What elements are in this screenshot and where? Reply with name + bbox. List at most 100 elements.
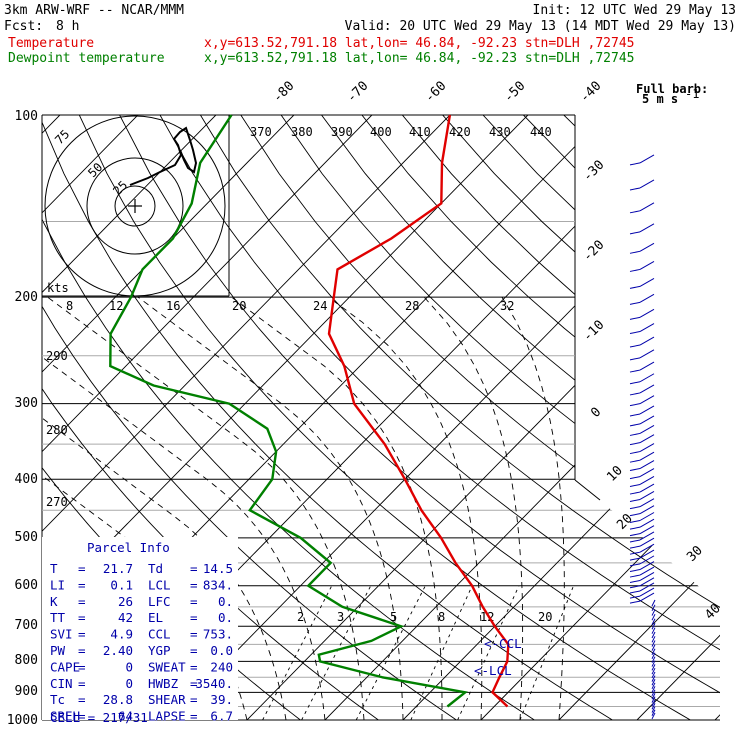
pressure-tick-500: 500	[15, 530, 38, 545]
theta-label-380: 380	[291, 125, 313, 139]
wind-barb-252	[629, 349, 655, 361]
parcel-info-panel: Parcel Info CELL = 217/31 T = 21.7 Td = 14.5 L…	[42, 537, 238, 725]
parcel-row-9-col-4: =	[190, 709, 198, 724]
wind-barb-324	[629, 415, 655, 427]
parcel-row-1-col-1: =	[78, 577, 86, 592]
isotherm--60	[42, 115, 451, 720]
parcel-row-4-col-2: 4.9	[110, 627, 133, 642]
parcel-row-1-col-3: LCL	[148, 577, 171, 592]
wind-barb-696	[651, 618, 656, 626]
dry-adiabat-300	[42, 115, 535, 720]
wind-barb-744	[651, 636, 656, 643]
parcel-row-2-col-3: LFC	[148, 594, 171, 609]
wind-barb-624	[629, 587, 655, 599]
wind-barb-552	[629, 555, 655, 567]
mixing-ratio-labels: 2 3 5 8 12 20	[297, 610, 552, 624]
wind-barb-768	[651, 644, 656, 651]
parcel-row-9-col-2: 64	[118, 709, 133, 724]
barb-legend-label: Full barb:	[636, 82, 708, 96]
moist-adiabat-25	[423, 296, 524, 720]
hodograph-speed-16: 16	[166, 299, 180, 313]
theta-label-410: 410	[409, 125, 431, 139]
parcel-row-0-col-3: Td	[148, 561, 163, 576]
parcel-row-2-col-0: K	[50, 594, 58, 609]
parcel-row-3-col-0: TT	[50, 610, 66, 625]
isotherm-30	[558, 115, 720, 720]
isotherm-label-m40: -40	[577, 79, 604, 106]
parcel-row-2-col-4: =	[190, 594, 198, 609]
wind-barb-396	[629, 468, 655, 480]
wind-barb-432	[629, 491, 655, 502]
dry-adiabat-420	[482, 115, 720, 720]
moist-adiabat-15	[231, 296, 443, 720]
theta-label-270: 270	[46, 495, 68, 509]
wind-barb-540	[629, 549, 655, 561]
dry-adiabat-290	[42, 115, 457, 720]
barb-legend-units: 5 m s	[642, 92, 678, 106]
moist-adiabat-30	[501, 296, 565, 720]
model-title: 3km ARW-WRF -- NCAR/MMM	[4, 3, 184, 18]
hodograph-speed-24: 24	[313, 299, 327, 313]
isotherm-label-m70: -70	[344, 79, 371, 106]
wind-barb-828	[651, 664, 656, 671]
wind-barb-972	[651, 706, 656, 713]
parcel-row-4-col-0: SVI	[50, 627, 73, 642]
wind-barb-876	[651, 678, 656, 686]
pressure-tick-200: 200	[15, 290, 38, 305]
isotherm-label-m30: -30	[580, 158, 607, 185]
isotherm-20	[480, 115, 720, 720]
dry-adiabat-390	[361, 115, 720, 720]
parcel-row-9-col-0: SREH	[50, 709, 80, 724]
wind-barb-456	[629, 505, 655, 517]
parcel-row-0-col-5: 14.5	[203, 561, 233, 576]
parcel-row-7-col-0: CIN	[50, 676, 73, 691]
wind-barb-756	[651, 640, 656, 647]
wind-barb-840	[651, 667, 656, 675]
mixing-ratio-20	[519, 585, 574, 720]
theta-label-440: 440	[530, 125, 552, 139]
moist-adiabat-20	[328, 296, 483, 720]
dry-adiabat-320	[78, 115, 691, 720]
isotherm--50	[42, 115, 529, 720]
fcst-label: Fcst:	[4, 19, 43, 34]
parcel-row-5-col-3: YGP	[148, 643, 171, 658]
parcel-row-8-col-3: SHEAR	[148, 692, 186, 707]
parcel-row-6-col-2: 0	[125, 659, 133, 674]
wind-barb-156	[629, 223, 655, 235]
wind-barb-720	[651, 627, 656, 634]
wind-barb-348	[629, 434, 655, 446]
parcel-row-7-col-2: 0	[125, 676, 133, 691]
isotherm-label-40: 40	[702, 601, 724, 623]
wind-barb-168	[629, 242, 655, 254]
hodograph-speed-28: 28	[405, 299, 419, 313]
parcel-row-5-col-0: PW	[50, 643, 66, 658]
isotherm-label-m60: -60	[422, 79, 449, 106]
parcel-row-6-col-0: CAPE	[50, 659, 80, 674]
theta-label-430: 430	[489, 125, 511, 139]
parcel-row-9-col-5: 6.7	[210, 709, 233, 724]
wind-barb-672	[651, 609, 656, 616]
isotherm-label-10: 10	[604, 463, 626, 485]
wind-barb-732	[651, 631, 656, 639]
parcel-row-7-col-3: HWBZ	[148, 676, 179, 691]
theta-labels: 370 380 390 400 410 420 430 440 290 280 …	[46, 125, 552, 509]
isotherm-50	[714, 115, 720, 720]
wind-barb-960	[651, 703, 656, 710]
dry-adiabat-380	[321, 115, 720, 720]
parcel-row-4-col-4: =	[190, 627, 198, 642]
hodograph-ring-label-25: 25	[110, 178, 130, 198]
wind-barb-888	[651, 682, 656, 690]
wind-barb-144	[629, 202, 655, 214]
wind-barb-492	[629, 525, 655, 537]
mixr-label-5: 5	[390, 610, 397, 624]
parcel-row-5-col-4: =	[190, 643, 198, 658]
temperature-location: x,y=613.52,791.18 lat,lon= 46.84, -92.23…	[204, 36, 634, 51]
parcel-cell: CELL = 217/31	[50, 710, 148, 725]
parcel-row-7-col-1: =	[78, 676, 86, 691]
moist-adiabat-0	[42, 296, 326, 720]
parcel-row-4-col-1: =	[78, 627, 86, 642]
wind-barb-192	[629, 277, 655, 289]
pressure-tick-900: 900	[15, 684, 38, 699]
wind-barb-936	[651, 696, 656, 703]
